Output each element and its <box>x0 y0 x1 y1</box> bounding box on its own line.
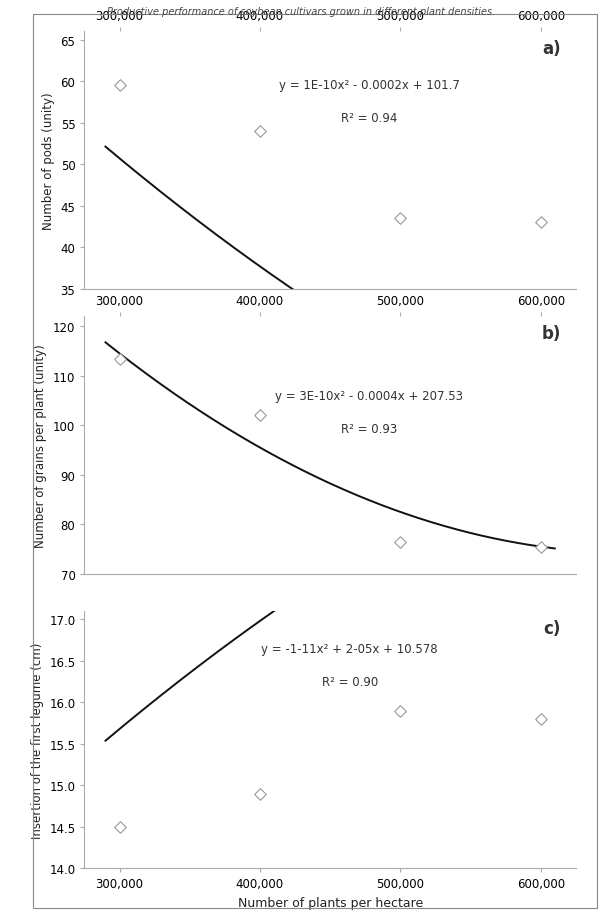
Point <box>536 216 546 231</box>
Text: c): c) <box>544 618 561 637</box>
Point <box>115 79 124 94</box>
Point <box>396 703 405 718</box>
Point <box>396 535 405 550</box>
Y-axis label: Insertion of the first legume (cm): Insertion of the first legume (cm) <box>31 641 43 838</box>
Text: y = 1E-10x² - 0.0002x + 101.7: y = 1E-10x² - 0.0002x + 101.7 <box>279 78 460 92</box>
Point <box>536 711 546 726</box>
Point <box>115 820 124 834</box>
Text: R² = 0.94: R² = 0.94 <box>341 112 397 125</box>
Text: a): a) <box>543 40 561 58</box>
Text: y = -1-11x² + 2-05x + 10.578: y = -1-11x² + 2-05x + 10.578 <box>262 642 438 655</box>
Point <box>255 124 265 139</box>
Text: Productive performance of soybean cultivars grown in different plant densities.: Productive performance of soybean cultiv… <box>107 7 496 17</box>
Y-axis label: Number of pods (unity): Number of pods (unity) <box>42 92 55 230</box>
X-axis label: Number of plants per hectare: Number of plants per hectare <box>238 896 423 909</box>
Point <box>115 352 124 367</box>
Point <box>255 409 265 424</box>
Y-axis label: Number of grains per plant (unity): Number of grains per plant (unity) <box>34 344 48 548</box>
Point <box>536 539 546 554</box>
Point <box>255 787 265 801</box>
Text: y = 3E-10x² - 0.0004x + 207.53: y = 3E-10x² - 0.0004x + 207.53 <box>276 389 464 403</box>
Text: R² = 0.93: R² = 0.93 <box>341 423 397 436</box>
Text: R² = 0.90: R² = 0.90 <box>321 675 378 688</box>
Text: b): b) <box>541 324 561 343</box>
Point <box>396 211 405 226</box>
